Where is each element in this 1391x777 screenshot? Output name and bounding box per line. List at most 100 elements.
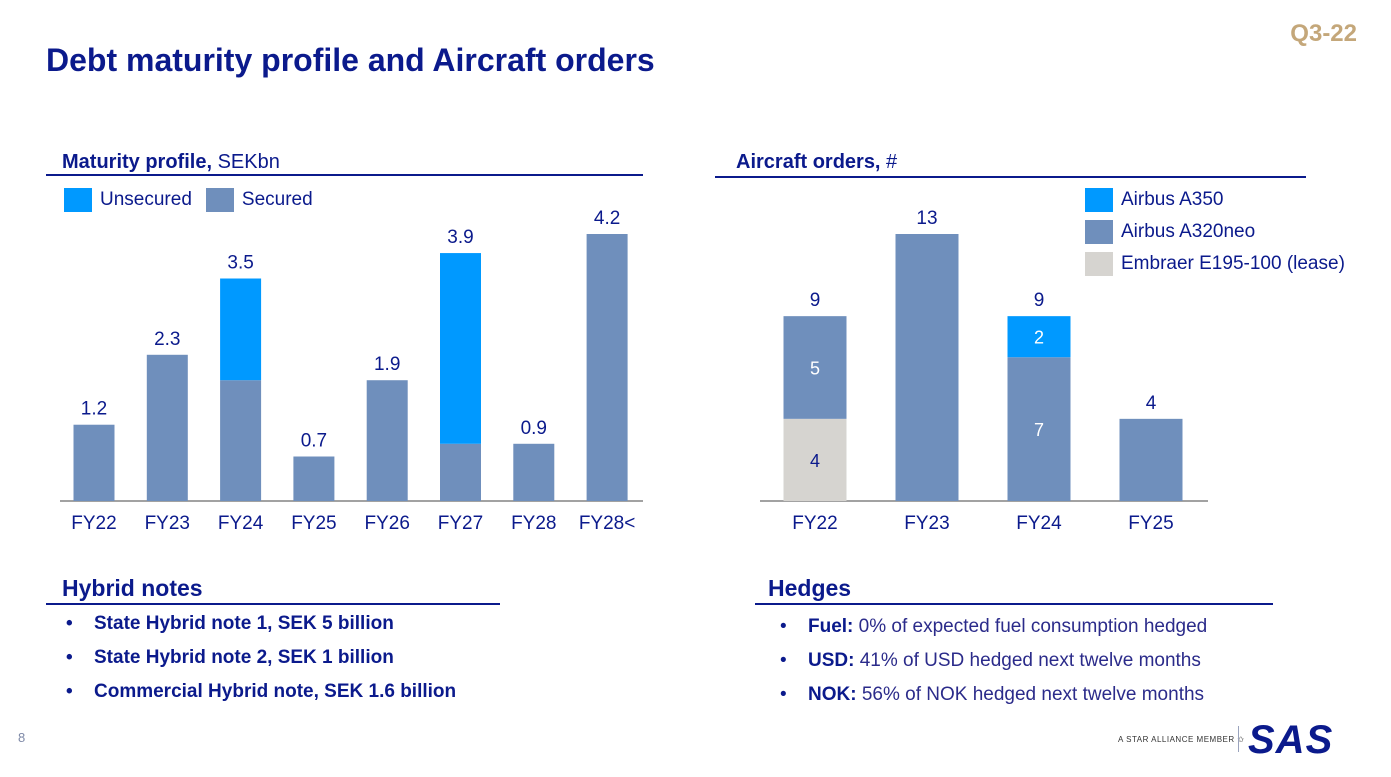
data-label: 1.9	[374, 354, 400, 375]
legend-swatch-secured	[205, 188, 234, 212]
bar-segment	[146, 354, 188, 501]
bar-segment	[783, 316, 847, 419]
data-label: 0.9	[521, 418, 547, 439]
maturity-heading-rule	[46, 174, 643, 176]
sas-logo: SAS	[1248, 718, 1334, 762]
legend-swatch-e195	[1085, 252, 1113, 276]
data-label: 9	[1034, 290, 1045, 311]
bar-segment	[220, 278, 262, 381]
x-tick-label: FY25	[291, 513, 336, 534]
quarter-tag: Q3-22	[1290, 20, 1357, 47]
bar-segment	[440, 443, 481, 501]
hedge-text: 0% of expected fuel consumption hedged	[853, 616, 1208, 637]
bar-segment	[513, 443, 555, 501]
bullet-icon: •	[66, 681, 73, 702]
legend-label-e195: Embraer E195-100 (lease)	[1121, 253, 1345, 274]
hedges-heading-rule	[755, 603, 1273, 605]
legend-item-unsecured: Unsecured	[64, 188, 192, 212]
x-tick-label: FY25	[1128, 513, 1173, 534]
x-tick-label: FY28<	[579, 513, 636, 534]
maturity-heading-unit: SEKbn	[212, 151, 280, 173]
x-tick-label: FY27	[438, 513, 483, 534]
hedge-key: USD:	[808, 650, 855, 671]
maturity-legend: Unsecured Secured	[64, 188, 313, 212]
legend-item-a350: Airbus A350	[1085, 188, 1345, 212]
data-label: 0.7	[301, 431, 327, 452]
bar-segment	[1007, 316, 1071, 358]
data-label: 1.2	[81, 399, 107, 420]
page-title: Debt maturity profile and Aircraft order…	[46, 42, 655, 78]
legend-label-a350: Airbus A350	[1121, 189, 1224, 210]
segment-label: 4	[810, 451, 820, 471]
list-item: • USD: 41% of USD hedged next twelve mont…	[772, 650, 1207, 684]
x-tick-label: FY22	[71, 513, 116, 534]
x-tick-label: FY22	[792, 513, 837, 534]
list-item: • State Hybrid note 1, SEK 5 billion	[58, 613, 456, 647]
orders-heading: Aircraft orders, #	[736, 151, 897, 174]
orders-heading-rule	[715, 176, 1306, 178]
hedges-list: • Fuel: 0% of expected fuel consumption h…	[772, 616, 1207, 718]
hedge-key: Fuel:	[808, 616, 854, 637]
bar-segment	[586, 234, 628, 501]
hedge-text: 41% of USD hedged next twelve months	[854, 650, 1201, 671]
hybrid-item-text: Commercial Hybrid note, SEK 1.6 billion	[94, 681, 457, 702]
legend-item-a320neo: Airbus A320neo	[1085, 220, 1345, 244]
star-alliance-text: A STAR ALLIANCE MEMBER ✩	[1118, 735, 1245, 744]
maturity-heading-bold: Maturity profile,	[62, 151, 213, 173]
legend-item-e195: Embraer E195-100 (lease)	[1085, 252, 1345, 276]
data-label: 13	[916, 208, 937, 229]
segment-label: 5	[810, 359, 820, 379]
logo-divider	[1238, 726, 1239, 752]
bar-segment	[293, 456, 335, 501]
data-label: 4	[1146, 393, 1157, 414]
data-label: 3.5	[227, 253, 253, 274]
list-item: • Fuel: 0% of expected fuel consumption h…	[772, 616, 1207, 650]
legend-label-a320neo: Airbus A320neo	[1121, 221, 1256, 242]
data-label: 9	[810, 290, 821, 311]
bar-segment	[366, 380, 408, 501]
legend-label-secured: Secured	[241, 189, 313, 210]
page-number: 8	[18, 730, 26, 745]
orders-heading-bold: Aircraft orders,	[736, 151, 881, 173]
list-item: • State Hybrid note 2, SEK 1 billion	[58, 647, 456, 681]
hedge-text: 56% of NOK hedged next twelve months	[856, 684, 1205, 705]
bullet-icon: •	[780, 616, 787, 637]
bullet-icon: •	[780, 650, 787, 671]
star-alliance-label: A STAR ALLIANCE MEMBER	[1118, 735, 1235, 744]
data-label: 2.3	[154, 329, 180, 350]
legend-swatch-a320neo	[1085, 220, 1113, 244]
x-tick-label: FY24	[1016, 513, 1062, 534]
orders-heading-unit: #	[880, 151, 898, 173]
bar-segment	[1119, 418, 1183, 501]
maturity-chart: 1.2 FY22 2.3 FY23 3.5 FY24 0.7 FY25 1.9 FY26 3.9 FY…	[60, 208, 643, 534]
x-tick-label: FY23	[904, 513, 949, 534]
bar-segment	[73, 424, 115, 501]
bar-segment	[895, 234, 959, 501]
hybrid-item-text: State Hybrid note 1, SEK 5 billion	[94, 613, 394, 634]
star-alliance-icon: ✩	[1237, 735, 1245, 744]
x-tick-label: FY28	[511, 513, 556, 534]
data-label: 3.9	[447, 227, 473, 248]
bar-segment	[440, 253, 481, 444]
segment-label: 7	[1034, 420, 1044, 440]
x-tick-label: FY26	[364, 513, 409, 534]
bar-segment	[1007, 357, 1071, 501]
legend-item-secured: Secured	[205, 188, 313, 212]
bullet-icon: •	[780, 684, 787, 705]
bar-segment	[220, 380, 262, 501]
x-tick-label: FY23	[145, 513, 190, 534]
maturity-heading: Maturity profile, SEKbn	[62, 151, 280, 174]
data-label: 4.2	[594, 208, 620, 229]
hedges-heading: Hedges	[768, 575, 852, 601]
bar-segment	[783, 418, 847, 501]
hybrid-heading: Hybrid notes	[62, 575, 203, 601]
legend-swatch-unsecured	[64, 188, 92, 212]
hybrid-item-text: State Hybrid note 2, SEK 1 billion	[94, 647, 394, 668]
hedge-key: NOK:	[808, 684, 857, 705]
legend-swatch-a350	[1085, 188, 1113, 212]
bullet-icon: •	[66, 647, 73, 668]
list-item: • NOK: 56% of NOK hedged next twelve mont…	[772, 684, 1207, 718]
orders-legend: Airbus A350 Airbus A320neo Embraer E195-…	[1085, 188, 1345, 276]
orders-chart: 4 5 9 FY22 13 FY23 7 2 9 FY24 4 FY25	[760, 208, 1208, 534]
segment-label: 2	[1034, 328, 1044, 348]
